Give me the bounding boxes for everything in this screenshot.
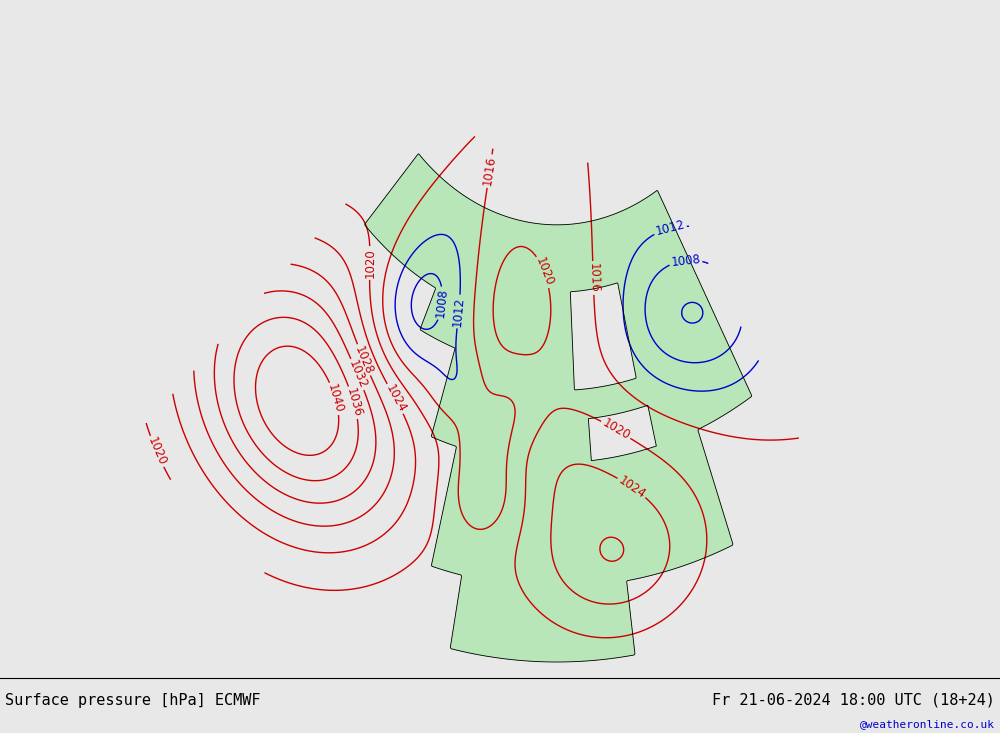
Text: 1020: 1020	[533, 256, 556, 288]
Text: 1008: 1008	[434, 288, 450, 319]
Text: Fr 21-06-2024 18:00 UTC (18+24): Fr 21-06-2024 18:00 UTC (18+24)	[712, 693, 995, 707]
Text: 1036: 1036	[344, 386, 364, 419]
Text: 1020: 1020	[363, 248, 376, 278]
Text: 1012: 1012	[451, 296, 467, 327]
Text: 1012: 1012	[654, 218, 686, 238]
Text: 1008: 1008	[670, 252, 701, 268]
Text: Surface pressure [hPa] ECMWF: Surface pressure [hPa] ECMWF	[5, 693, 260, 707]
Text: 1032: 1032	[346, 358, 369, 391]
Text: 1024: 1024	[383, 383, 408, 415]
Text: 1028: 1028	[352, 344, 375, 376]
Text: @weatheronline.co.uk: @weatheronline.co.uk	[860, 719, 995, 729]
Text: 1040: 1040	[325, 383, 346, 415]
Text: 1016: 1016	[586, 263, 600, 293]
Text: 1020: 1020	[145, 435, 168, 468]
Text: 1024: 1024	[616, 474, 648, 501]
Text: 1020: 1020	[600, 416, 632, 443]
Text: 1016: 1016	[481, 155, 498, 187]
